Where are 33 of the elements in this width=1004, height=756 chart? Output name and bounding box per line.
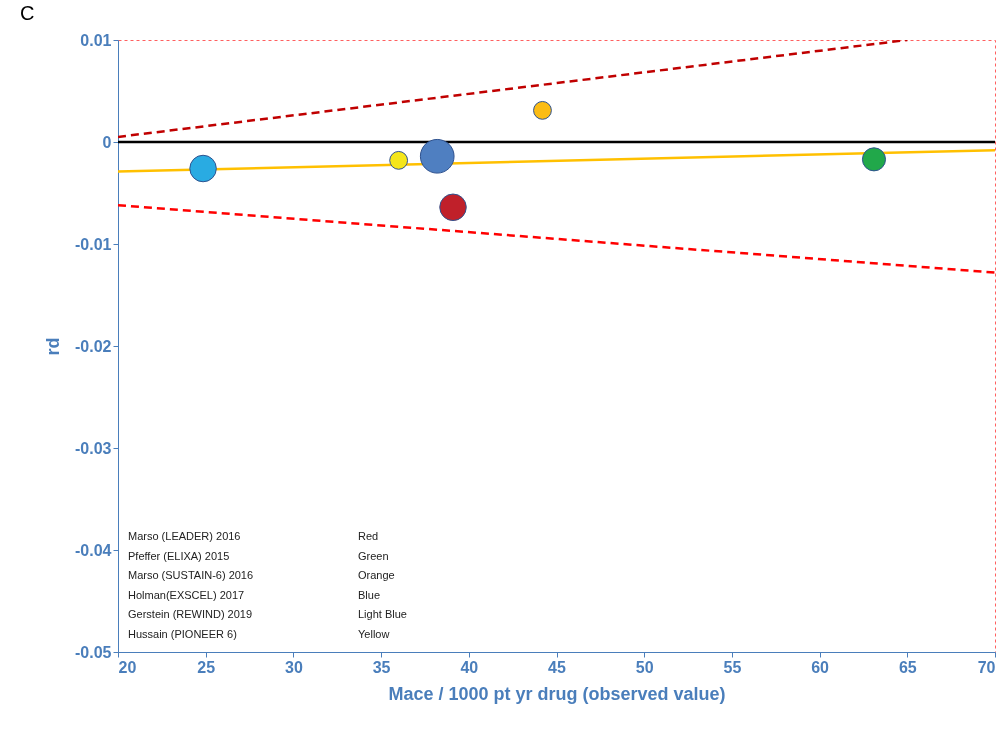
y-tick-label: 0: [102, 133, 112, 151]
annotation: Pfeffer (ELIXA) 2015: [128, 549, 230, 562]
chart-title: C: [20, 2, 35, 24]
x-tick-label: 45: [548, 658, 566, 676]
x-tick-label: 30: [285, 658, 303, 676]
annotation: Orange: [358, 569, 395, 581]
x-tick-label: 25: [197, 658, 216, 676]
annotation: Blue: [358, 588, 381, 601]
annotation: Hussain (PIONEER 6): [128, 627, 237, 640]
annotation: Gerstein (REWIND) 2019: [128, 608, 253, 620]
y-tick-label: -0.05: [75, 643, 112, 661]
annotation: Light Blue: [358, 608, 407, 620]
x-tick-label: 55: [723, 658, 742, 676]
x-tick-label: 50: [635, 658, 654, 676]
x-tick-label: 60: [811, 658, 830, 676]
annotation: Red: [358, 530, 379, 542]
annotation: Yellow: [358, 627, 390, 640]
y-tick-label: -0.03: [75, 439, 112, 457]
x-tick-label: 35: [372, 658, 391, 676]
y-tick-label: -0.04: [75, 541, 112, 559]
annotation: Green: [358, 549, 389, 562]
annotation: Marso (LEADER) 2016: [128, 530, 241, 542]
y-axis-title: rd: [43, 337, 64, 356]
x-tick-label: 70: [977, 658, 996, 676]
x-tick-label: 65: [898, 658, 917, 676]
x-tick-label: 20: [118, 658, 137, 676]
annotation: Marso (SUSTAIN-6) 2016: [128, 569, 254, 581]
x-axis-title: Mace / 1000 pt yr drug (observed value): [388, 683, 726, 704]
x-tick-label: 40: [460, 658, 479, 676]
y-tick-label: -0.02: [75, 337, 112, 355]
y-tick-label: -0.01: [75, 235, 112, 253]
y-tick-label: 0.01: [80, 31, 112, 49]
annotation: Holman(EXSCEL) 2017: [128, 588, 245, 601]
